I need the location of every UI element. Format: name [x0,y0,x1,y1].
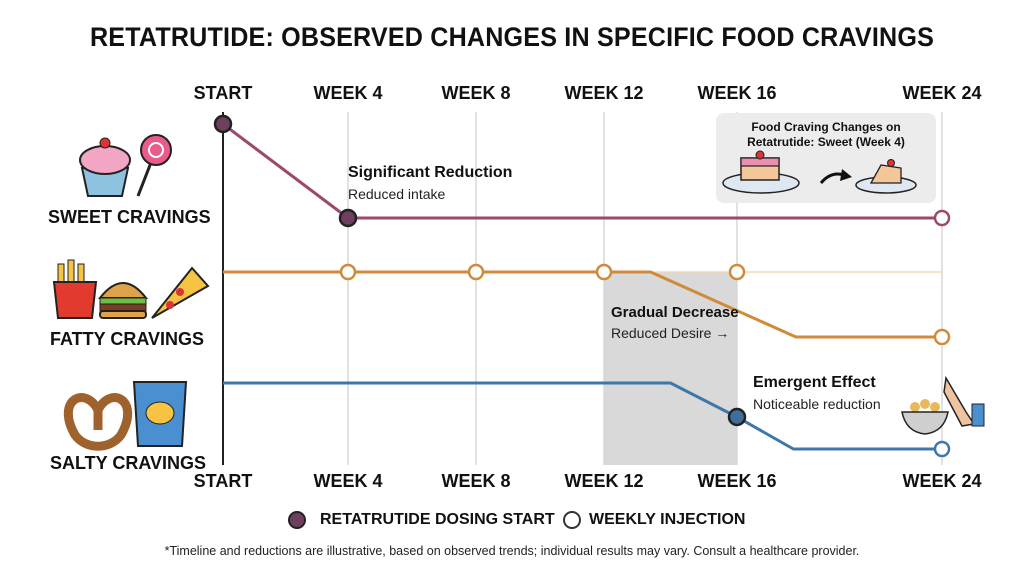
top-tick-label: WEEK 16 [697,83,777,103]
shaded-region [604,272,737,465]
annotation-subtitle-sweet: Reduced intake [348,186,446,202]
annotation-subtitle-fatty: Reduced Desire → [611,325,730,341]
bottom-tick-label: START [193,471,253,491]
marker-weekly-injection [467,263,485,281]
chart-title: RETATRUTIDE: OBSERVED CHANGES IN SPECIFI… [89,22,935,52]
legend-label-weekly-injection: WEEKLY INJECTION [589,511,746,528]
marker-weekly-injection [933,328,951,346]
legend-label-dosing-start: RETATRUTIDE DOSING START [320,511,555,528]
series-line-2 [223,381,942,451]
bottom-tick-label: WEEK 24 [902,471,982,491]
marker-weekly-injection [933,209,951,227]
category-label-fatty: FATTY CRAVINGS [50,329,205,349]
bottom-tick-label: WEEK 8 [441,471,511,491]
top-tick-label: START [193,83,253,103]
marker-dosing-start [213,114,233,134]
annotation-title-sweet: Significant Reduction [348,164,513,181]
top-tick-label: WEEK 4 [313,83,383,103]
footnote: *Timeline and reductions are illustrativ… [164,544,860,558]
top-tick-label: WEEK 24 [902,83,982,103]
inset-title-line1: Food Craving Changes on [751,120,901,134]
marker-weekly-injection [728,263,746,281]
series-line-1 [223,270,942,339]
bottom-tick-label: WEEK 12 [564,471,644,491]
annotation-title-salty: Emergent Effect [753,374,876,391]
cake-icon [722,150,800,194]
annotation-title-fatty: Gradual Decrease [611,304,739,321]
bottom-tick-label: WEEK 16 [697,471,777,491]
marker-weekly-injection [933,440,951,458]
inset-title: Food Craving Changes on Retatrutide: Swe… [716,120,936,150]
bottom-tick-label: WEEK 4 [313,471,383,491]
top-tick-label: WEEK 12 [564,83,644,103]
marker-weekly-injection [339,263,357,281]
marker-dosing-start [727,407,747,427]
marker-weekly-injection [595,263,613,281]
inset-panel: Food Craving Changes on Retatrutide: Swe… [716,113,936,203]
category-label-salty: SALTY CRAVINGS [50,453,207,473]
annotation-subtitle-salty: Noticeable reduction [753,396,881,412]
marker-dosing-start [338,208,358,228]
category-label-sweet: SWEET CRAVINGS [48,207,211,227]
top-tick-label: WEEK 8 [441,83,511,103]
cake-slice-icon [855,159,917,194]
inset-title-line2: Retatrutide: Sweet (Week 4) [747,135,905,149]
